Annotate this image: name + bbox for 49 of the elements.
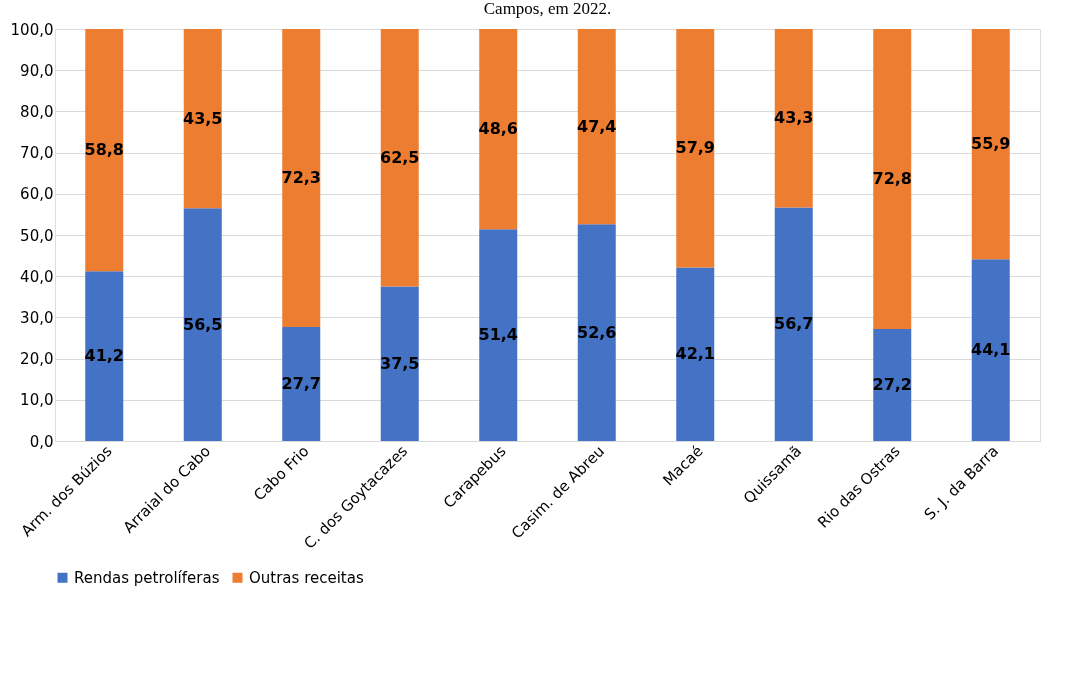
- bar: [676, 267, 715, 441]
- bar: [282, 29, 321, 327]
- data-label: 72,3: [281, 167, 321, 187]
- bar: [282, 326, 321, 441]
- y-tick-label: 20,0: [20, 350, 54, 369]
- bar: [676, 29, 715, 268]
- bar: [85, 271, 124, 441]
- data-label: 57,9: [675, 138, 715, 158]
- y-tick-label: 40,0: [20, 267, 54, 286]
- bar: [85, 29, 124, 272]
- y-tick-label: 70,0: [20, 144, 54, 163]
- data-label: 56,7: [774, 314, 814, 334]
- bar: [774, 207, 813, 441]
- data-label: 27,2: [872, 374, 912, 394]
- data-label: 55,9: [971, 134, 1011, 154]
- data-label: 72,8: [872, 168, 912, 188]
- bar: [577, 224, 616, 441]
- bar: [380, 29, 419, 287]
- y-tick-label: 100,0: [10, 20, 54, 39]
- y-tick-label: 30,0: [20, 308, 54, 327]
- data-label: 27,7: [281, 373, 321, 393]
- legend-label: Rendas petrolíferas: [74, 568, 220, 587]
- y-tick-label: 10,0: [20, 391, 54, 410]
- data-label: 58,8: [84, 140, 124, 160]
- data-label: 48,6: [478, 119, 518, 139]
- bar: [873, 29, 912, 329]
- data-label: 52,6: [577, 322, 617, 342]
- y-tick-label: 60,0: [20, 185, 54, 204]
- chart-title: Campos, em 2022.: [483, 0, 612, 18]
- data-label: 41,2: [84, 346, 124, 366]
- bar: [183, 208, 222, 441]
- bar: [183, 29, 222, 209]
- y-tick-label: 50,0: [20, 226, 54, 245]
- data-label: 37,5: [380, 353, 420, 373]
- bar: [380, 286, 419, 441]
- legend-label: Outras receitas: [249, 568, 364, 587]
- bar: [479, 29, 518, 230]
- y-tick-label: 80,0: [20, 102, 54, 121]
- bar: [774, 29, 813, 208]
- data-label: 56,5: [183, 314, 223, 334]
- bar: [971, 259, 1010, 441]
- data-label: 42,1: [675, 344, 715, 364]
- bar: [971, 29, 1010, 260]
- data-label: 62,5: [380, 147, 420, 167]
- y-tick-label: 0,0: [29, 432, 54, 451]
- bar: [479, 229, 518, 441]
- bar: [577, 29, 616, 225]
- bar: [873, 328, 912, 441]
- y-tick-label: 90,0: [20, 61, 54, 80]
